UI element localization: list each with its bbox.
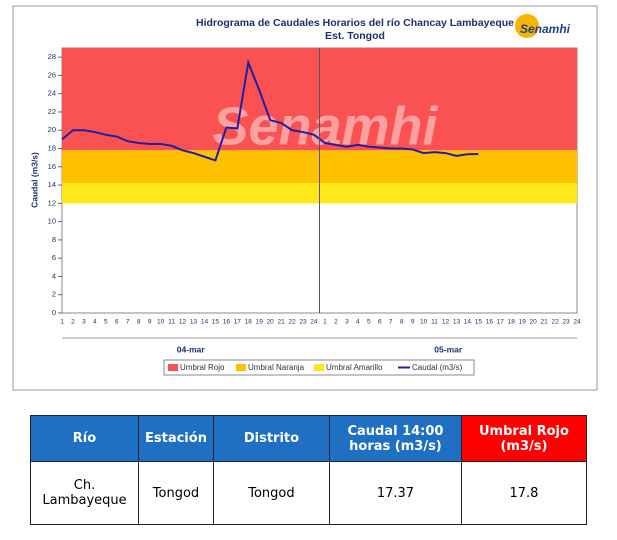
x-tick-label: 4 — [356, 319, 360, 326]
y-tick-label: 8 — [52, 235, 56, 244]
x-tick-label: 8 — [400, 319, 404, 326]
x-tick-label: 14 — [201, 319, 209, 326]
x-tick-label: 16 — [223, 319, 231, 326]
y-tick-label: 0 — [52, 308, 56, 317]
x-tick-label: 2 — [71, 319, 75, 326]
x-tick-label: 24 — [310, 319, 318, 326]
legend-swatch — [314, 364, 324, 371]
watermark: Senamhi — [212, 96, 438, 156]
x-tick-label: 14 — [464, 319, 472, 326]
y-tick-label: 28 — [48, 52, 56, 61]
cell: 17.37 — [328, 461, 462, 525]
y-tick-label: 2 — [52, 290, 56, 299]
x-tick-label: 22 — [288, 319, 296, 326]
y-tick-label: 14 — [48, 180, 56, 189]
table: Río Estación Distrito Caudal 14:00 horas… — [30, 415, 587, 525]
x-tick-label: 1 — [323, 319, 327, 326]
chart: Hidrograma de Caudales Horarios del río … — [12, 5, 598, 391]
x-tick-label: 19 — [519, 319, 527, 326]
x-tick-label: 7 — [389, 319, 393, 326]
x-tick-label: 12 — [442, 319, 450, 326]
y-tick-label: 24 — [48, 89, 56, 98]
x-tick-label: 11 — [168, 319, 175, 326]
x-tick-label: 15 — [475, 319, 483, 326]
chart-title: Hidrograma de Caudales Horarios del río … — [196, 17, 514, 29]
legend-swatch — [236, 364, 246, 371]
x-group-label: 05-mar — [434, 344, 463, 354]
x-tick-label: 4 — [93, 319, 97, 326]
x-tick-label: 6 — [115, 319, 119, 326]
legend-swatch — [168, 364, 178, 371]
y-tick-label: 18 — [48, 144, 56, 153]
x-tick-label: 19 — [256, 319, 264, 326]
x-tick-label: 5 — [367, 319, 371, 326]
y-tick-label: 6 — [52, 253, 56, 262]
x-group-label: 04-mar — [177, 344, 206, 354]
data-line — [61, 58, 479, 162]
x-tick-label: 12 — [179, 319, 187, 326]
x-tick-label: 10 — [157, 319, 165, 326]
table-row: Ch. Lambayeque Tongod Tongod 17.37 17.8 — [30, 461, 587, 525]
legend-label: Caudal (m3/s) — [412, 363, 463, 372]
x-tick-label: 13 — [190, 319, 198, 326]
x-tick-label: 3 — [82, 319, 86, 326]
legend-label: Umbral Amarillo — [326, 363, 383, 372]
table-header: Río Estación Distrito Caudal 14:00 horas… — [30, 415, 587, 462]
legend-label: Umbral Naranja — [248, 363, 305, 372]
cell: Tongod — [138, 461, 214, 525]
y-tick-label: 4 — [52, 271, 56, 280]
x-tick-label: 18 — [245, 319, 253, 326]
chart-subtitle: Est. Tongod — [325, 30, 385, 42]
x-tick-label: 16 — [486, 319, 494, 326]
cell: Tongod — [212, 461, 330, 525]
y-tick-label: 26 — [48, 70, 56, 79]
x-tick-label: 21 — [541, 319, 549, 326]
x-tick-label: 23 — [299, 319, 307, 326]
y-tick-label: 10 — [48, 217, 56, 226]
x-tick-label: 5 — [104, 319, 108, 326]
y-axis-label: Caudal (m3/s) — [29, 152, 39, 208]
x-tick-label: 9 — [148, 319, 152, 326]
x-tick-label: 3 — [345, 319, 349, 326]
x-tick-label: 21 — [278, 319, 286, 326]
header-cell: Distrito — [212, 415, 330, 462]
y-tick-label: 22 — [48, 107, 56, 116]
x-tick-label: 2 — [334, 319, 338, 326]
cell: Ch. Lambayeque — [30, 461, 139, 525]
x-tick-label: 11 — [431, 319, 438, 326]
x-tick-label: 18 — [508, 319, 516, 326]
x-tick-label: 17 — [234, 319, 242, 326]
x-tick-label: 23 — [562, 319, 570, 326]
x-tick-label: 10 — [420, 319, 428, 326]
y-tick-label: 20 — [48, 125, 56, 134]
logo-sun — [515, 14, 539, 38]
x-tick-label: 8 — [137, 319, 141, 326]
cell: 17.8 — [460, 461, 587, 525]
x-tick-label: 6 — [378, 319, 382, 326]
x-tick-label: 20 — [267, 319, 275, 326]
x-tick-label: 24 — [573, 319, 581, 326]
x-tick-label: 13 — [453, 319, 461, 326]
x-tick-label: 7 — [126, 319, 130, 326]
x-tick-label: 17 — [497, 319, 505, 326]
y-tick-label: 16 — [48, 162, 56, 171]
header-cell: Río — [30, 415, 139, 462]
legend-label: Umbral Rojo — [180, 363, 225, 372]
x-tick-label: 9 — [411, 319, 415, 326]
x-tick-label: 20 — [530, 319, 538, 326]
y-tick-label: 12 — [48, 198, 56, 207]
x-tick-label: 22 — [551, 319, 559, 326]
logo: Senamhi — [520, 22, 571, 36]
header-cell: Caudal 14:00 horas (m3/s) — [328, 415, 462, 462]
header-cell: Estación — [138, 415, 214, 462]
x-tick-label: 1 — [60, 319, 64, 326]
header-cell: Umbral Rojo (m3/s) — [460, 415, 587, 462]
x-tick-label: 15 — [212, 319, 220, 326]
